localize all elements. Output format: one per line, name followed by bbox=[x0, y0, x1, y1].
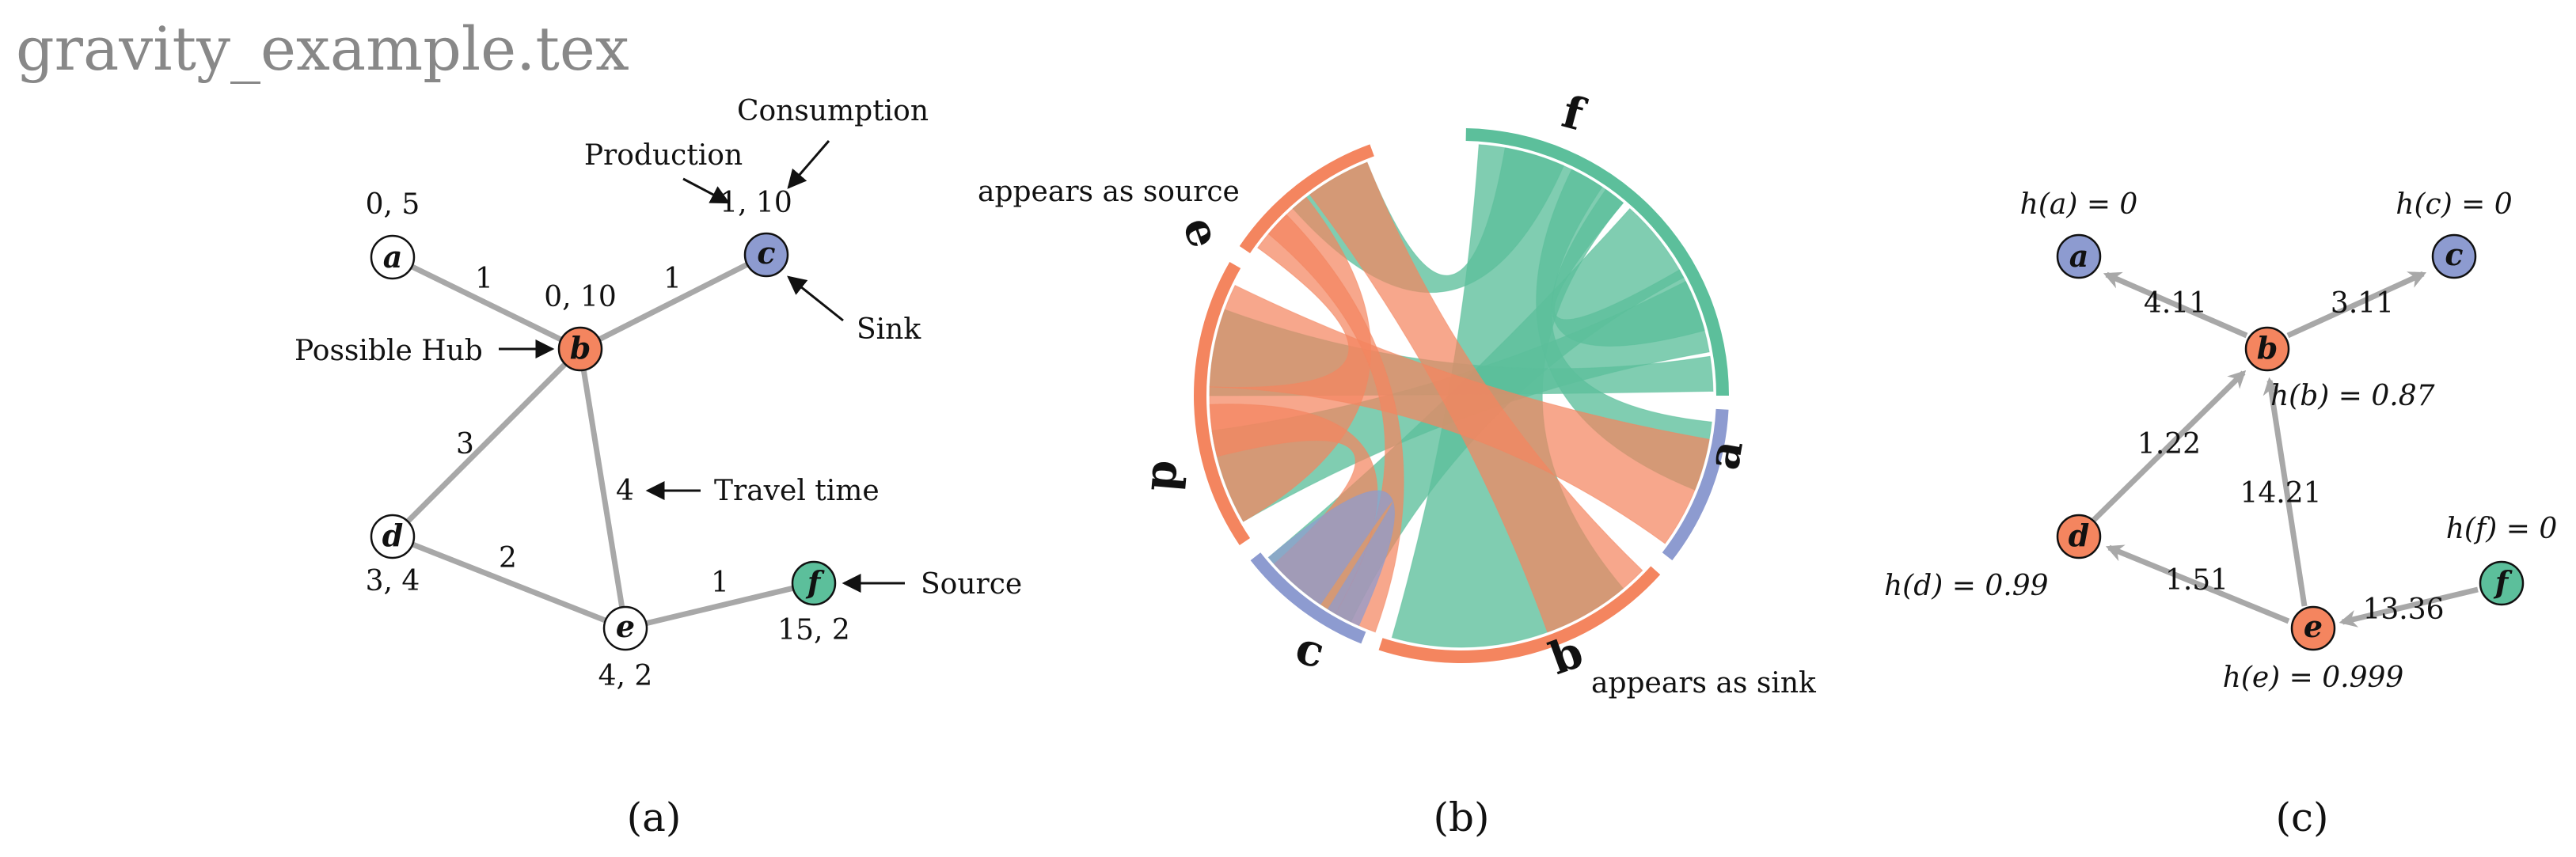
annotation-consumption: Consumption bbox=[737, 95, 929, 127]
node-e: e bbox=[602, 605, 648, 651]
node-c-f: f bbox=[2479, 560, 2525, 606]
edge-a-b bbox=[391, 254, 582, 352]
production-arrow bbox=[682, 177, 731, 204]
edge-weight-b-c: 3.11 bbox=[2331, 287, 2394, 320]
node-c-a: a bbox=[2056, 233, 2102, 279]
node-f-value: 15, 2 bbox=[777, 614, 850, 647]
edge-b-e bbox=[577, 348, 629, 629]
arc-label-d: d bbox=[1140, 458, 1195, 494]
edge-weight-a-b: 1 bbox=[475, 263, 493, 295]
panel-a: 1 1 3 4 2 1 a b c d e f 0, bbox=[294, 95, 1022, 840]
node-c-a-h: h(a) = 0 bbox=[2020, 188, 2138, 221]
node-b-value: 0, 10 bbox=[544, 281, 617, 313]
node-c-c-h: h(c) = 0 bbox=[2396, 188, 2512, 221]
node-c-e: e bbox=[2290, 605, 2336, 651]
document-title: gravity_example.tex bbox=[16, 13, 629, 84]
chord-ribbon-d bbox=[1209, 284, 1710, 544]
caption-a: (a) bbox=[627, 794, 682, 840]
node-d: d bbox=[370, 514, 416, 559]
chord-arc-b bbox=[1378, 566, 1661, 663]
edge-f-to-e bbox=[2339, 586, 2479, 628]
edge-weight-b-a: 4.11 bbox=[2144, 287, 2207, 320]
chord-arc-e bbox=[1239, 144, 1374, 253]
chord-ribbon-f bbox=[1552, 188, 1705, 347]
chord-ribbon-c bbox=[1267, 490, 1395, 627]
node-c-b-label: b bbox=[2257, 330, 2278, 366]
node-a-label: a bbox=[383, 239, 403, 275]
edge-weight-f-e: 13.36 bbox=[2362, 593, 2444, 626]
edge-weight-e-b: 14.21 bbox=[2240, 477, 2321, 510]
node-c-d-h: h(d) = 0.99 bbox=[1884, 570, 2049, 602]
node-c-e-h: h(e) = 0.999 bbox=[2223, 662, 2404, 694]
node-c: c bbox=[743, 232, 789, 278]
node-a-value: 0, 5 bbox=[366, 188, 420, 221]
node-d-value: 3, 4 bbox=[366, 565, 420, 597]
chord-arcs bbox=[1194, 128, 1729, 663]
edge-weight-e-f: 1 bbox=[711, 567, 729, 599]
annotation-production: Production bbox=[584, 139, 743, 172]
node-e-label: e bbox=[616, 609, 635, 644]
arc-label-a: a bbox=[1697, 436, 1753, 473]
edge-weight-b-c: 1 bbox=[663, 263, 682, 295]
node-c-c-label: c bbox=[2445, 237, 2463, 272]
annotation-source: Source bbox=[921, 568, 1022, 601]
arc-label-f: f bbox=[1557, 85, 1592, 142]
consumption-arrow bbox=[787, 140, 830, 189]
chord-ribbons bbox=[1209, 144, 1714, 648]
appears-as-source-label: appears as source bbox=[978, 176, 1240, 208]
chord-ribbon-f bbox=[1536, 169, 1712, 491]
caption-c: (c) bbox=[2275, 794, 2328, 840]
node-c-a-label: a bbox=[2069, 238, 2089, 274]
edge-b-d bbox=[390, 347, 583, 539]
node-c-e-label: e bbox=[2304, 609, 2323, 644]
edge-weight-d-b: 1.22 bbox=[2137, 428, 2201, 461]
chord-arc-a bbox=[1662, 408, 1729, 561]
node-d-label: d bbox=[382, 518, 404, 553]
node-c-c: c bbox=[2431, 233, 2477, 279]
node-c-b: b bbox=[2244, 326, 2290, 372]
node-a: a bbox=[370, 234, 416, 280]
chord-arc-d bbox=[1194, 262, 1251, 546]
edge-d-to-b bbox=[2092, 370, 2247, 522]
edge-e-to-d bbox=[2105, 544, 2290, 624]
arc-label-c: c bbox=[1290, 621, 1330, 679]
edge-weight-d-e: 2 bbox=[499, 542, 517, 574]
appears-as-sink-label: appears as sink bbox=[1591, 667, 1817, 700]
node-b-label: b bbox=[570, 330, 591, 366]
edge-e-to-b bbox=[2263, 377, 2308, 607]
edge-e-f bbox=[625, 580, 815, 631]
edge-b-c bbox=[579, 252, 768, 352]
panel-c: 4.11 3.11 1.22 14.21 1.51 13.36 a b c d … bbox=[1884, 188, 2557, 840]
sink-arrow bbox=[787, 275, 844, 322]
node-f: f bbox=[791, 560, 837, 606]
annotation-possible-hub: Possible Hub bbox=[294, 335, 483, 367]
node-c-d: d bbox=[2056, 514, 2102, 559]
node-c-d-label: d bbox=[2069, 518, 2090, 553]
edge-weight-e-d: 1.51 bbox=[2165, 564, 2228, 597]
annotation-travel-time: Travel time bbox=[714, 475, 880, 507]
edge-weight-b-e: 4 bbox=[616, 475, 634, 507]
chord-arc-c bbox=[1250, 552, 1366, 644]
edge-b-to-a bbox=[2103, 271, 2248, 339]
node-c-value: 1, 10 bbox=[720, 187, 792, 219]
edge-weight-b-d: 3 bbox=[456, 428, 474, 461]
panel-b: f a b c d e appears as source appears as… bbox=[978, 85, 1817, 840]
caption-b: (b) bbox=[1433, 794, 1489, 840]
arc-label-b: b bbox=[1543, 625, 1590, 684]
edge-b-to-c bbox=[2286, 271, 2427, 339]
annotation-sink: Sink bbox=[857, 313, 921, 346]
node-c-label: c bbox=[757, 235, 775, 271]
edge-d-e bbox=[391, 533, 627, 631]
chord-ribbon-e bbox=[1267, 214, 1404, 633]
node-e-value: 4, 2 bbox=[598, 660, 653, 692]
node-c-b-h: h(b) = 0.87 bbox=[2270, 380, 2435, 412]
node-b: b bbox=[557, 326, 603, 372]
arc-label-e: e bbox=[1172, 210, 1231, 254]
node-c-f-h: h(f) = 0 bbox=[2446, 513, 2558, 545]
